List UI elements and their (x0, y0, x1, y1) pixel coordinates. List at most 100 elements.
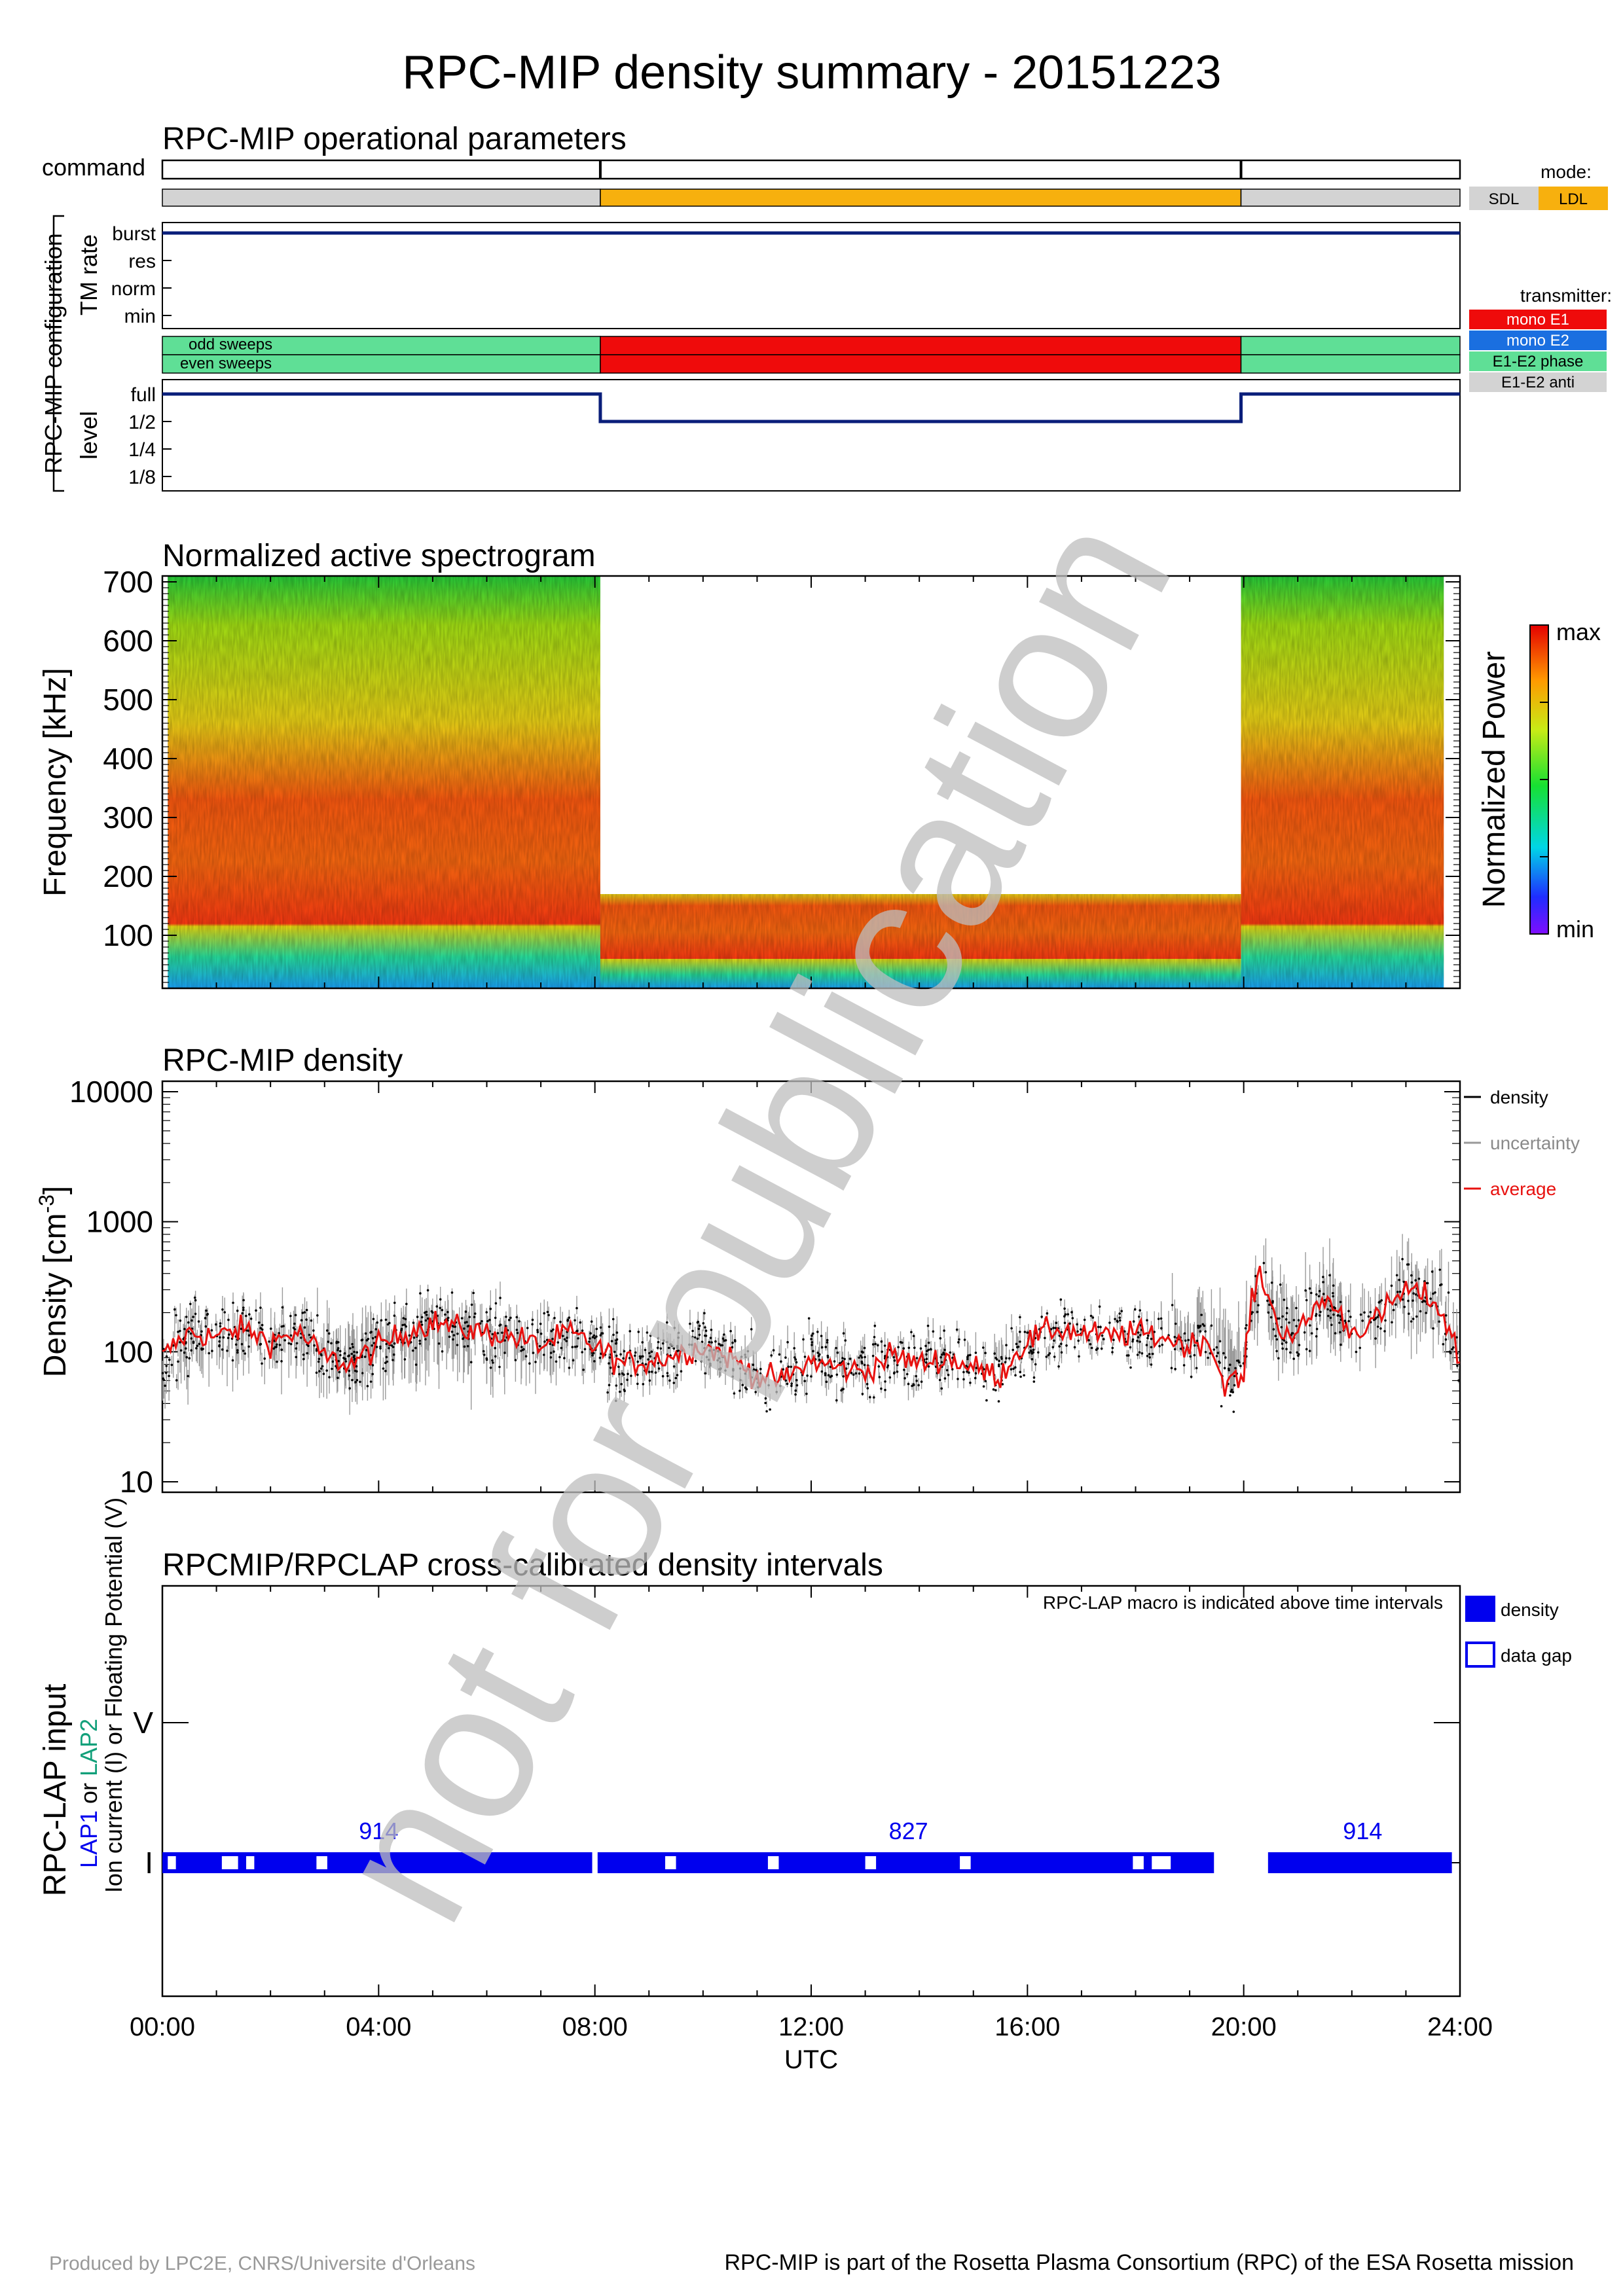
density-point (659, 1347, 663, 1350)
density-point (1078, 1355, 1080, 1358)
density-point (779, 1384, 782, 1388)
density-point (1398, 1290, 1402, 1293)
density-point (657, 1336, 660, 1340)
tx-legend-swatch-0 (1469, 310, 1607, 329)
density-point (402, 1317, 405, 1319)
density-point (1308, 1350, 1311, 1352)
density-point (593, 1352, 595, 1355)
density-point (400, 1327, 403, 1331)
density-point (306, 1352, 308, 1355)
density-point (331, 1360, 335, 1363)
density-point (1132, 1320, 1135, 1323)
density-point (338, 1371, 341, 1374)
density-point (844, 1339, 847, 1342)
density-point (431, 1311, 434, 1314)
density-point (1292, 1357, 1295, 1360)
density-point (926, 1350, 928, 1353)
density-point (863, 1346, 866, 1350)
density-point (526, 1327, 529, 1329)
density-point (611, 1318, 615, 1321)
lap-data-gap-3 (316, 1856, 327, 1869)
density-point (840, 1389, 843, 1392)
density-point (1231, 1391, 1234, 1393)
mode-legend-swatch-LDL (1539, 187, 1608, 210)
density-point (242, 1350, 245, 1352)
density-point (666, 1340, 668, 1344)
density-point (403, 1358, 407, 1361)
density-point (969, 1381, 972, 1384)
density-point (1234, 1367, 1237, 1370)
density-point (1222, 1352, 1225, 1355)
density-point (420, 1323, 424, 1326)
density-point (984, 1380, 987, 1382)
density-point (1292, 1319, 1296, 1321)
density-point (168, 1374, 170, 1378)
density-point (1012, 1367, 1015, 1371)
density-point (676, 1374, 679, 1376)
tm-rate-box (162, 222, 1461, 329)
density-point (343, 1352, 346, 1355)
density-point (677, 1349, 680, 1352)
density-point (1063, 1315, 1066, 1318)
density-point (164, 1371, 168, 1374)
density-point (848, 1357, 852, 1360)
density-point (1233, 1374, 1236, 1378)
density-point (764, 1401, 767, 1405)
dens-ytick-label-3: 10000 (69, 1075, 153, 1109)
density-point (1098, 1305, 1101, 1308)
density-point (289, 1334, 293, 1337)
density-point (1449, 1352, 1452, 1355)
density-point (439, 1306, 441, 1310)
density-point (469, 1361, 473, 1363)
density-point (1087, 1338, 1090, 1342)
density-point (873, 1336, 876, 1338)
density-point (549, 1342, 551, 1346)
density-point (746, 1350, 750, 1353)
spec-ytick-label-4: 500 (103, 683, 153, 717)
density-point (206, 1313, 209, 1316)
density-point (247, 1345, 250, 1348)
density-point (1151, 1352, 1154, 1355)
lap-macro-label-2: 914 (1343, 1818, 1382, 1844)
density-point (504, 1325, 507, 1327)
density-point (627, 1372, 629, 1375)
density-point (494, 1346, 496, 1350)
density-point (348, 1387, 351, 1390)
density-point (227, 1318, 230, 1321)
density-point (608, 1356, 611, 1359)
density-point (957, 1341, 960, 1344)
density-y-label-main: Density [cm (38, 1213, 73, 1378)
density-point (827, 1374, 830, 1376)
density-point (1281, 1342, 1284, 1345)
density-point (1045, 1355, 1048, 1358)
lap-panel: RPCMIP/RPCLAP cross-calibrated density i… (38, 1498, 1572, 1998)
density-point (177, 1331, 179, 1333)
tm-rate-axis-label: TM rate (75, 234, 102, 315)
density-point (335, 1340, 338, 1343)
density-point (710, 1329, 713, 1331)
density-point (205, 1309, 208, 1312)
colorbar-max-label: max (1556, 619, 1601, 645)
density-point (384, 1318, 388, 1321)
density-point (249, 1318, 253, 1320)
density-point (1118, 1316, 1121, 1319)
density-point (1412, 1299, 1414, 1302)
density-point (196, 1344, 199, 1348)
density-point (905, 1372, 909, 1376)
density-point (547, 1314, 550, 1317)
density-point (380, 1319, 383, 1322)
density-point (187, 1374, 189, 1378)
density-point (1182, 1364, 1186, 1367)
lap-or-label: or (75, 1776, 102, 1810)
density-point (883, 1344, 886, 1347)
density-point (563, 1357, 566, 1359)
density-point (1063, 1321, 1067, 1324)
density-point (858, 1372, 861, 1375)
density-point (1309, 1324, 1311, 1327)
density-point (639, 1357, 642, 1360)
density-point (1137, 1336, 1140, 1338)
density-point (1158, 1344, 1161, 1348)
density-x-ticks (162, 1081, 1461, 1492)
density-point (1026, 1331, 1029, 1334)
lap-ytick-label-V: V (133, 1706, 153, 1740)
